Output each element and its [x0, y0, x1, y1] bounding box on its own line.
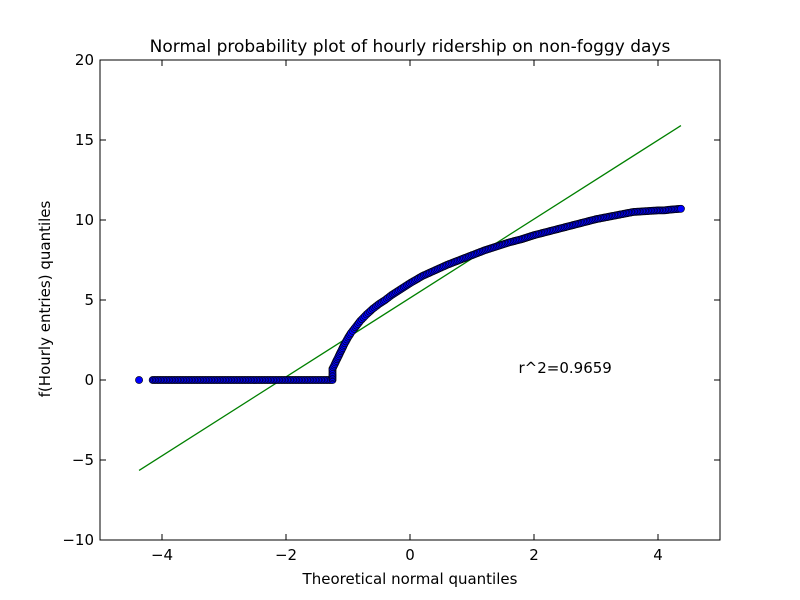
- y-tick-label: −5: [72, 451, 94, 469]
- data-point: [135, 376, 143, 384]
- y-tick-label: 0: [84, 371, 94, 389]
- y-tick-label: 10: [75, 211, 94, 229]
- x-tick-label: 0: [405, 546, 415, 564]
- plot-area: [100, 60, 720, 540]
- y-tick-label: −10: [62, 531, 94, 549]
- x-tick-label: −4: [151, 546, 173, 564]
- y-axis-label: f(Hourly entries) quantiles: [36, 200, 54, 397]
- x-tick-label: −2: [275, 546, 297, 564]
- y-tick-label: 20: [75, 51, 94, 69]
- r-squared-annotation: r^2=0.9659: [519, 359, 612, 377]
- chart-title: Normal probability plot of hourly riders…: [150, 37, 671, 57]
- y-tick-label: 5: [84, 291, 94, 309]
- x-tick-label: 4: [653, 546, 663, 564]
- data-point: [677, 204, 685, 213]
- fit-line: [138, 125, 682, 471]
- y-tick-label: 15: [75, 131, 94, 149]
- x-tick-label: 2: [529, 546, 539, 564]
- x-axis-label: Theoretical normal quantiles: [302, 570, 518, 588]
